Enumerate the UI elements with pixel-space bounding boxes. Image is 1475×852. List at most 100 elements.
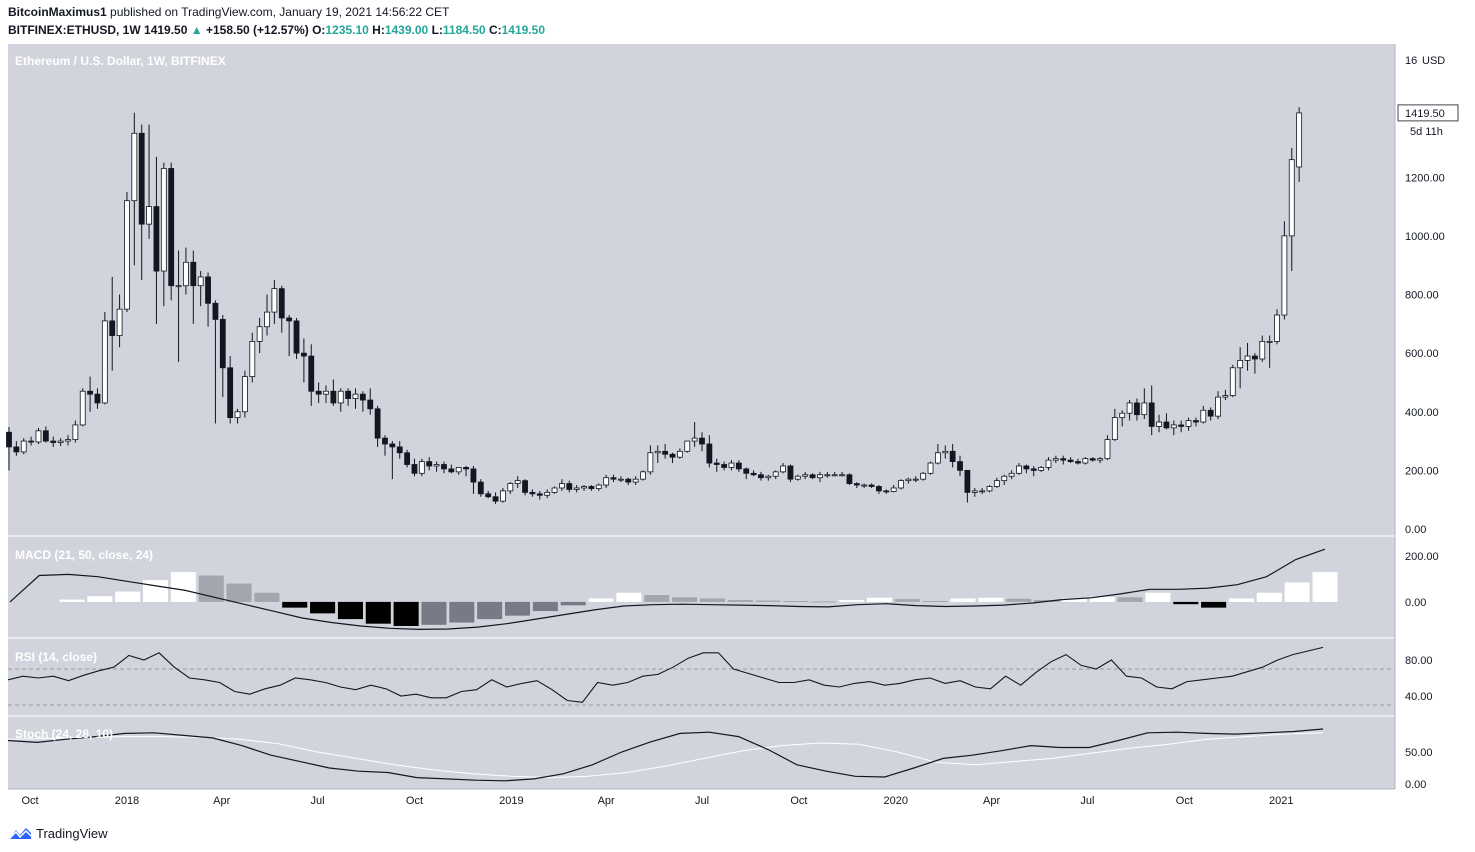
candle-body xyxy=(242,376,248,413)
macd-histogram-bar xyxy=(1228,598,1254,602)
candle-body xyxy=(581,486,587,489)
candle-body xyxy=(1200,409,1207,423)
candle-body xyxy=(1016,465,1022,474)
candle-body xyxy=(1156,421,1162,427)
candle-body xyxy=(647,452,654,473)
candle-body xyxy=(883,490,890,493)
candle-body xyxy=(640,471,646,480)
candle-body xyxy=(743,468,750,474)
candle-body xyxy=(234,411,241,419)
candle-body xyxy=(986,486,993,492)
candle-body xyxy=(1111,417,1118,440)
tradingview-logo-icon xyxy=(8,828,32,840)
candle-body xyxy=(559,483,565,489)
candle-body xyxy=(780,465,786,473)
price-axis-tick: 1000.00 xyxy=(1405,231,1445,243)
price-change: +158.50 (+12.57%) xyxy=(205,23,309,37)
candle-body xyxy=(65,439,71,442)
stoch-pane-title: Stoch (24, 28, 10) xyxy=(15,727,114,741)
candle-body xyxy=(971,490,978,493)
high-label: H: xyxy=(372,23,385,37)
candle-body xyxy=(20,440,27,453)
candle-body xyxy=(1296,112,1303,168)
candle-body xyxy=(367,399,374,410)
candle-body xyxy=(190,261,197,287)
macd-histogram-bar xyxy=(393,601,419,626)
candle-body xyxy=(1281,235,1288,316)
close-label: C: xyxy=(488,23,502,37)
macd-histogram-bar xyxy=(449,601,475,623)
stoch-pane xyxy=(7,728,1324,782)
candle-body xyxy=(374,408,381,439)
low-value: 1184.50 xyxy=(442,23,486,37)
candle-body xyxy=(839,474,845,477)
last-price: 1419.50 xyxy=(144,23,188,37)
candle-body xyxy=(1067,459,1074,462)
ohlc-bar: BITFINEX:ETHUSD, 1W 1419.50 ▲ +158.50 (+… xyxy=(8,23,545,37)
time-axis-tick: Apr xyxy=(983,795,1000,807)
candle-body xyxy=(610,477,617,480)
candle-body xyxy=(441,464,447,470)
candle-body xyxy=(853,483,860,486)
candle-body xyxy=(308,355,315,392)
macd-histogram-bar xyxy=(894,599,920,602)
low-label: L: xyxy=(431,23,443,37)
macd-histogram-bar xyxy=(588,598,614,602)
candle-body xyxy=(787,465,794,480)
candle-body xyxy=(890,487,897,492)
candle-body xyxy=(662,450,669,455)
candle-body xyxy=(728,462,735,468)
candle-body xyxy=(1170,424,1177,429)
candle-body xyxy=(957,461,963,471)
candle-body xyxy=(794,475,801,480)
countdown-label: 5d 11h xyxy=(1410,126,1443,138)
candle-body xyxy=(426,461,433,467)
candle-body xyxy=(551,487,558,493)
candle-body xyxy=(345,390,352,399)
last-price-label: 1419.50 xyxy=(1405,108,1445,120)
price-axis-currency: USD xyxy=(1422,55,1445,67)
candle-body xyxy=(964,469,971,493)
candle-body xyxy=(94,393,101,404)
macd-histogram-bar xyxy=(1284,582,1310,602)
candle-body xyxy=(536,493,543,496)
candle-body xyxy=(249,340,256,377)
candle-body xyxy=(544,491,551,496)
candle-body xyxy=(382,437,388,445)
macd-histogram-bar xyxy=(504,601,531,616)
macd-axis-tick: 200.00 xyxy=(1405,551,1439,563)
macd-histogram-bar xyxy=(1061,598,1087,602)
candle-body xyxy=(809,474,816,479)
candle-body xyxy=(264,311,270,328)
candle-body xyxy=(79,390,86,426)
countdown-box xyxy=(1398,122,1458,139)
candle-body xyxy=(942,450,949,454)
macd-histogram-bar xyxy=(978,597,1004,602)
candle-body xyxy=(1163,421,1170,429)
candle-body xyxy=(485,493,492,498)
candle-body xyxy=(595,484,602,489)
footer-brand-text: TradingView xyxy=(36,825,108,841)
candle-body xyxy=(205,276,211,304)
time-axis-tick: Jul xyxy=(1080,795,1094,807)
candle-body xyxy=(1193,420,1199,423)
candle-body xyxy=(28,440,35,443)
candle-body xyxy=(197,276,204,287)
time-axis-tick: Oct xyxy=(22,795,39,807)
candle-body xyxy=(1222,395,1229,398)
candle-body xyxy=(160,168,167,272)
footer-brand[interactable]: TradingView xyxy=(8,825,108,841)
candle-body xyxy=(1215,396,1221,417)
author-name[interactable]: BitcoinMaximus1 xyxy=(8,5,107,19)
open-value: 1235.10 xyxy=(325,23,369,37)
candle-body xyxy=(514,480,521,484)
candle-body xyxy=(463,467,469,470)
candle-body xyxy=(1119,412,1126,419)
high-value: 1439.00 xyxy=(384,23,429,37)
candle-body xyxy=(1097,458,1103,461)
macd-line xyxy=(9,548,1326,631)
time-axis-tick: 2021 xyxy=(1269,795,1293,807)
candle-body xyxy=(396,446,403,454)
candle-body xyxy=(352,393,359,399)
